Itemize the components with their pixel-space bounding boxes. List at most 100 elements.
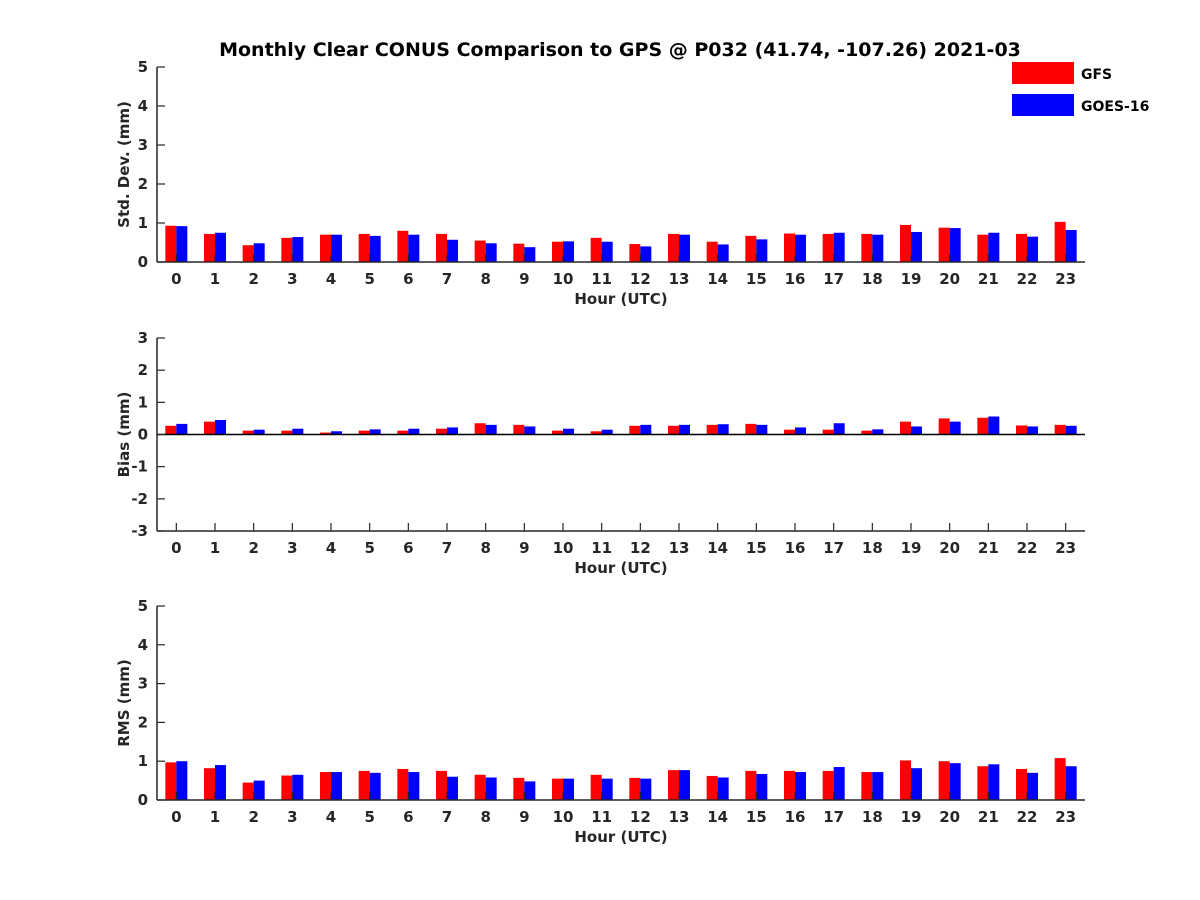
bar-std-gfs-h3: [281, 237, 293, 262]
bar-rms-gfs-h9: [513, 777, 525, 800]
x-tick-label-rms: 16: [785, 808, 806, 826]
bar-rms-goes16-h22: [1027, 772, 1038, 800]
x-tick-label-std: 15: [746, 270, 767, 288]
x-tick-label-bias: 9: [519, 539, 529, 557]
bar-rms-gfs-h8: [474, 774, 486, 800]
bar-bias-gfs-h9: [513, 424, 525, 435]
bar-rms-goes16-h17: [833, 767, 845, 800]
x-tick-label-std: 1: [210, 270, 220, 288]
bar-std-gfs-h7: [436, 233, 447, 262]
bar-rms-goes16-h3: [292, 774, 304, 800]
bar-rms-gfs-h18: [861, 772, 873, 800]
x-tick-label-rms: 11: [591, 808, 612, 826]
x-tick-label-rms: 22: [1017, 808, 1038, 826]
bar-bias-gfs-h2: [242, 430, 254, 435]
bar-rms-goes16-h21: [988, 764, 1000, 800]
x-tick-label-rms: 2: [248, 808, 258, 826]
bar-rms-gfs-h23: [1054, 758, 1066, 800]
x-tick-label-rms: 8: [480, 808, 490, 826]
bar-bias-goes16-h2: [253, 429, 265, 435]
x-tick-label-std: 18: [862, 270, 883, 288]
bar-bias-goes16-h22: [1027, 426, 1038, 435]
x-tick-label-bias: 13: [669, 539, 690, 557]
x-tick-label-std: 6: [403, 270, 413, 288]
bar-std-gfs-h10: [552, 241, 563, 262]
bar-bias-gfs-h23: [1054, 424, 1066, 435]
bar-std-gfs-h6: [397, 230, 409, 262]
bar-std-goes16-h9: [524, 247, 536, 262]
bar-bias-gfs-h4: [320, 432, 331, 435]
x-tick-label-bias: 6: [403, 539, 413, 557]
bar-rms-goes16-h10: [563, 778, 574, 800]
x-tick-label-bias: 11: [591, 539, 612, 557]
y-tick-label-std: 5: [138, 58, 148, 76]
bar-rms-goes16-h11: [601, 778, 613, 800]
bar-bias-gfs-h16: [784, 429, 795, 435]
y-tick-label-bias: 1: [138, 393, 148, 411]
bar-std-goes16-h6: [408, 234, 420, 262]
x-tick-label-std: 17: [823, 270, 844, 288]
bar-rms-gfs-h16: [784, 770, 795, 800]
bar-rms-goes16-h0: [176, 761, 188, 800]
y-tick-label-std: 2: [138, 175, 148, 193]
y-tick-label-rms: 1: [138, 752, 148, 770]
bar-std-goes16-h13: [679, 234, 690, 262]
bar-std-gfs-h18: [861, 233, 873, 262]
x-tick-label-bias: 7: [442, 539, 452, 557]
x-tick-label-std: 3: [287, 270, 297, 288]
bar-std-gfs-h22: [1016, 233, 1027, 262]
bar-bias-goes16-h6: [408, 428, 420, 435]
x-tick-label-std: 12: [630, 270, 651, 288]
bar-rms-goes16-h13: [679, 770, 690, 800]
bar-bias-goes16-h21: [988, 416, 1000, 435]
bar-bias-goes16-h3: [292, 428, 304, 435]
bar-bias-gfs-h20: [938, 418, 950, 435]
x-tick-label-bias: 3: [287, 539, 297, 557]
bar-bias-gfs-h17: [822, 429, 834, 435]
bar-std-gfs-h15: [745, 235, 757, 262]
legend: GFS GOES-16: [1012, 62, 1149, 116]
bar-bias-goes16-h18: [872, 429, 884, 435]
bar-std-goes16-h11: [601, 241, 613, 262]
x-tick-label-bias: 4: [326, 539, 336, 557]
x-tick-label-std: 7: [442, 270, 452, 288]
bar-std-gfs-h9: [513, 243, 525, 262]
bar-rms-goes16-h12: [640, 778, 652, 800]
x-tick-label-bias: 22: [1017, 539, 1038, 557]
bar-bias-goes16-h4: [331, 431, 342, 435]
x-tick-label-rms: 20: [939, 808, 960, 826]
x-tick-label-std: 10: [553, 270, 574, 288]
x-tick-label-rms: 12: [630, 808, 651, 826]
bar-std-gfs-h17: [822, 233, 834, 262]
y-axis-label-rms: RMS (mm): [115, 659, 133, 746]
bar-bias-gfs-h11: [590, 431, 602, 435]
y-axis-label-bias: Bias (mm): [115, 392, 133, 478]
x-tick-label-rms: 9: [519, 808, 529, 826]
y-tick-label-bias: -2: [131, 490, 148, 508]
bar-std-gfs-h20: [938, 227, 950, 262]
bar-bias-gfs-h5: [358, 430, 370, 435]
bar-bias-goes16-h13: [679, 424, 690, 435]
x-tick-label-std: 16: [785, 270, 806, 288]
x-tick-label-std: 14: [707, 270, 728, 288]
bar-bias-goes16-h1: [215, 420, 226, 435]
bar-std-goes16-h22: [1027, 236, 1038, 262]
bar-bias-goes16-h11: [601, 429, 613, 435]
bar-rms-goes16-h1: [215, 765, 226, 800]
bar-rms-goes16-h4: [331, 772, 342, 800]
bar-std-goes16-h0: [176, 226, 188, 262]
x-tick-label-bias: 17: [823, 539, 844, 557]
x-tick-label-std: 5: [364, 270, 374, 288]
x-tick-label-rms: 17: [823, 808, 844, 826]
x-tick-label-bias: 8: [480, 539, 490, 557]
bar-bias-gfs-h18: [861, 430, 873, 435]
bar-std-goes16-h16: [795, 234, 806, 262]
bar-rms-gfs-h10: [552, 778, 563, 800]
x-axis-label-std: Hour (UTC): [574, 290, 667, 308]
bar-bias-goes16-h10: [563, 428, 574, 435]
bar-bias-goes16-h7: [447, 427, 458, 435]
bar-bias-goes16-h9: [524, 426, 536, 435]
bar-rms-gfs-h1: [204, 768, 215, 800]
bar-bias-gfs-h22: [1016, 425, 1027, 435]
